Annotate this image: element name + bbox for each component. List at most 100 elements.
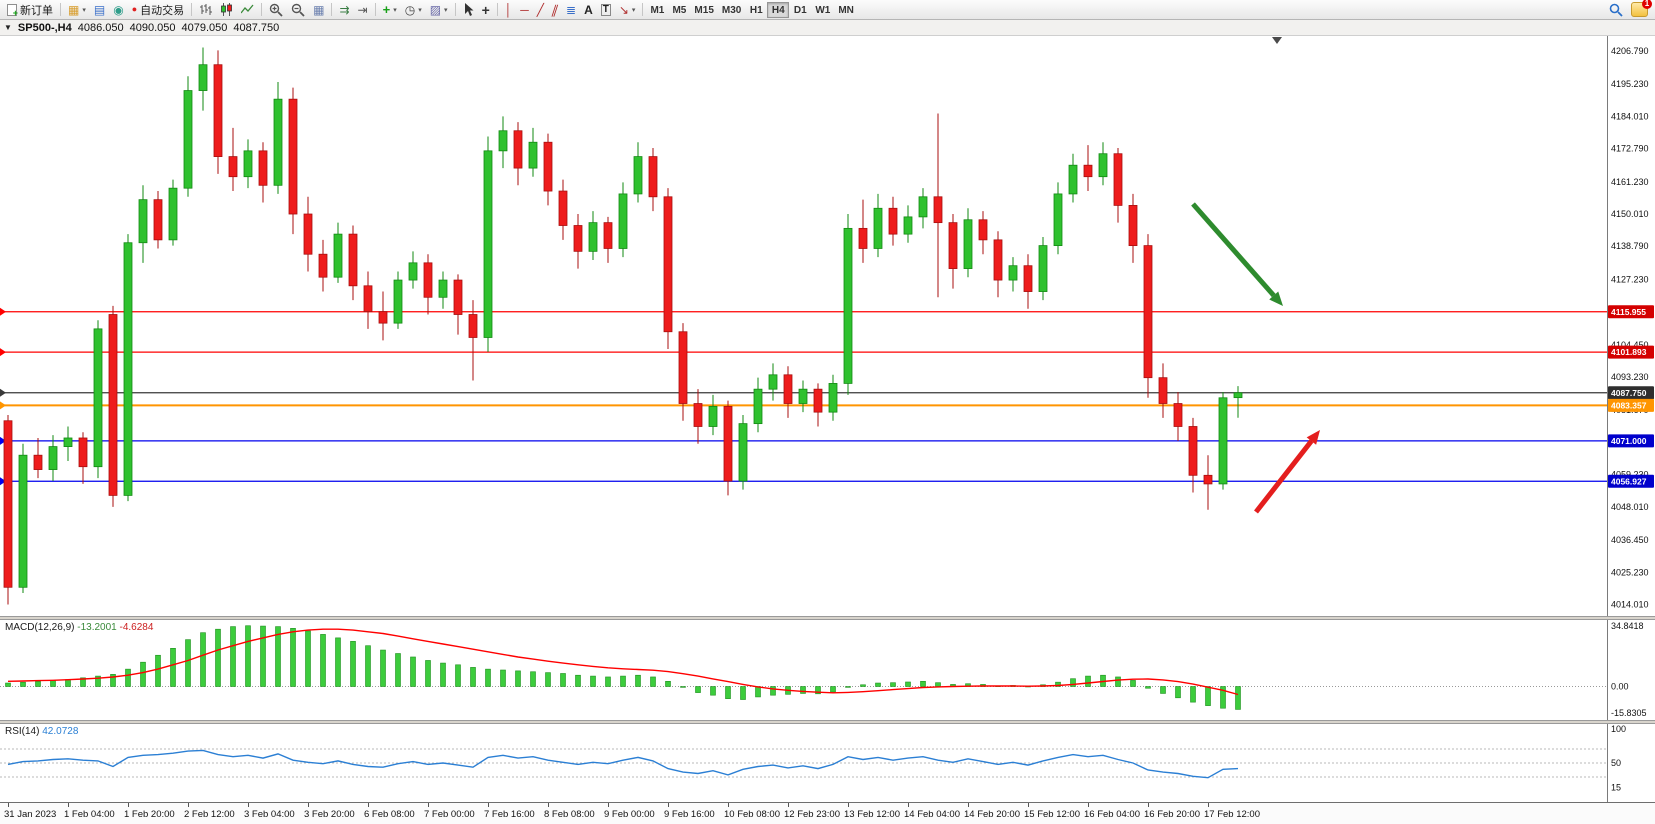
svg-text:4087.750: 4087.750 xyxy=(1611,388,1647,398)
time-label: 6 Feb 08:00 xyxy=(364,809,415,820)
high-value: 4090.050 xyxy=(129,21,176,34)
market-watch-button[interactable]: ▤ xyxy=(90,1,109,19)
crosshair-button[interactable]: + xyxy=(478,1,494,19)
svg-text:-15.8305: -15.8305 xyxy=(1611,708,1647,718)
market-watch-icon: ▤ xyxy=(93,2,106,17)
fibonacci-button[interactable]: ≣ xyxy=(562,1,580,19)
svg-text:4115.955: 4115.955 xyxy=(1611,307,1646,317)
candlestick-button[interactable] xyxy=(216,1,237,19)
green-down-arrow[interactable] xyxy=(1191,202,1283,306)
time-label: 14 Feb 20:00 xyxy=(964,809,1020,820)
candlestick-icon xyxy=(221,3,233,16)
time-label: 9 Feb 00:00 xyxy=(604,809,655,820)
timeframe-H1[interactable]: H1 xyxy=(749,4,763,16)
low-value: 4079.050 xyxy=(181,21,228,34)
time-label: 3 Feb 04:00 xyxy=(244,809,295,820)
price-badge-4071.000: 4071.000 xyxy=(1608,434,1654,448)
trendline-button[interactable]: ╱ xyxy=(533,1,548,19)
chevron-down-icon: ▾ xyxy=(393,6,397,14)
bar-chart-button[interactable] xyxy=(195,1,216,19)
search-button[interactable] xyxy=(1605,1,1627,19)
rsi-panel: 100 50 15 RSI(14) 42.0728 xyxy=(0,724,1655,802)
templates-button[interactable]: ▨ ▾ xyxy=(426,1,452,19)
tile-windows-button[interactable]: ▦ xyxy=(309,1,328,19)
zoom-in-button[interactable] xyxy=(265,1,287,19)
arrows-tool-icon: ↘ xyxy=(618,2,629,17)
notifications-button[interactable]: 1 xyxy=(1627,0,1652,19)
time-label: 3 Feb 20:00 xyxy=(304,809,355,820)
panel-splitter[interactable] xyxy=(0,616,1655,620)
svg-text:4150.010: 4150.010 xyxy=(1611,209,1649,219)
text-label-button[interactable]: T xyxy=(597,1,615,19)
timeframe-M5[interactable]: M5 xyxy=(672,4,687,16)
chart-shift-marker[interactable] xyxy=(1272,37,1282,44)
rsi-canvas[interactable]: 100 50 15 xyxy=(0,724,1655,802)
chart-shift-button[interactable]: ⇥ xyxy=(354,1,372,19)
indicators-button[interactable]: + ▾ xyxy=(379,1,401,19)
horizontal-line-button[interactable]: ─ xyxy=(516,1,533,19)
time-tick xyxy=(1148,803,1149,807)
svg-text:50: 50 xyxy=(1611,758,1621,768)
timeframe-MN[interactable]: MN xyxy=(838,4,854,16)
rsi-value: 42.0728 xyxy=(42,726,79,737)
timeframe-D1[interactable]: D1 xyxy=(793,4,807,16)
time-label: 16 Feb 20:00 xyxy=(1144,809,1200,820)
arrows-tool-button[interactable]: ↘ ▾ xyxy=(615,1,640,19)
navigator-icon: ◉ xyxy=(113,2,124,17)
time-tick xyxy=(788,803,789,807)
chart-title-strip: ▼ SP500-,H4 4086.050 4090.050 4079.050 4… xyxy=(0,20,1655,36)
rsi-axis[interactable]: 100 50 15 xyxy=(1611,724,1626,793)
price-badge-4115.955: 4115.955 xyxy=(1608,305,1654,319)
autotrading-status-icon: ● xyxy=(131,4,138,14)
timeframe-M1[interactable]: M1 xyxy=(650,4,665,16)
timeframe-H4[interactable]: H4 xyxy=(767,1,790,18)
macd-name: MACD(12,26,9) xyxy=(5,622,75,633)
svg-text:4161.230: 4161.230 xyxy=(1611,177,1649,187)
time-label: 13 Feb 12:00 xyxy=(844,809,900,820)
time-axis[interactable]: 31 Jan 2023 1 Feb 04:00 1 Feb 20:00 2 Feb 1… xyxy=(0,802,1655,824)
zoom-out-button[interactable] xyxy=(287,1,309,19)
panel-splitter[interactable] xyxy=(0,720,1655,724)
cursor-button[interactable] xyxy=(459,1,478,19)
rsi-line xyxy=(7,749,1239,779)
macd-canvas[interactable]: 34.8418 0.00 -15.8305 xyxy=(0,620,1655,720)
new-order-button[interactable]: 新订单 xyxy=(3,1,57,19)
vertical-line-button[interactable]: │ xyxy=(501,1,517,19)
new-chart-button[interactable]: ▦ ▾ xyxy=(64,1,90,19)
time-label: 15 Feb 12:00 xyxy=(1024,809,1080,820)
main-chart-canvas[interactable]: 4206.790 4195.230 4184.010 4172.790 4161.230… xyxy=(0,36,1655,616)
text-button[interactable]: A xyxy=(580,1,597,19)
hline-4071.000[interactable] xyxy=(0,436,1607,445)
timeframe-M15[interactable]: M15 xyxy=(694,4,714,16)
line-chart-button[interactable] xyxy=(237,1,258,19)
candles-series xyxy=(3,47,1243,605)
macd-signal-value: -4.6284 xyxy=(119,622,154,633)
hline-4101.893[interactable] xyxy=(0,348,1607,357)
periods-button[interactable]: ◷ ▾ xyxy=(401,1,426,19)
toolbar-separator xyxy=(454,3,456,16)
toolbar-separator xyxy=(331,3,333,16)
timeframe-M30[interactable]: M30 xyxy=(721,4,742,16)
chevron-down-icon: ▾ xyxy=(82,6,86,14)
svg-text:4093.230: 4093.230 xyxy=(1611,372,1649,382)
svg-text:4025.230: 4025.230 xyxy=(1611,567,1649,577)
time-tick xyxy=(368,803,369,807)
price-badge-4056.927: 4056.927 xyxy=(1608,474,1654,488)
autotrading-button[interactable]: ● 自动交易 xyxy=(128,1,188,19)
new-order-label: 新订单 xyxy=(20,4,53,17)
text-label-icon: T xyxy=(600,3,611,16)
red-up-arrow[interactable] xyxy=(1254,430,1320,514)
chart-shift-icon: ⇥ xyxy=(357,2,368,17)
price-axis[interactable]: 4206.790 4195.230 4184.010 4172.790 4161.230… xyxy=(1611,46,1649,610)
timeframe-W1[interactable]: W1 xyxy=(815,4,831,16)
navigator-button[interactable]: ◉ xyxy=(109,1,127,19)
hline-4056.927[interactable] xyxy=(0,477,1607,486)
auto-scroll-button[interactable]: ⇉ xyxy=(335,1,353,19)
timeframe-group: M1 M5 M15 M30 H1 H4 D1 W1 MN xyxy=(646,1,857,18)
channel-button[interactable]: ∥ xyxy=(548,1,562,19)
macd-axis[interactable]: 34.8418 0.00 -15.8305 xyxy=(1611,621,1647,718)
window-menu-icon[interactable]: ▼ xyxy=(4,23,12,32)
hline-4115.955[interactable] xyxy=(0,307,1607,316)
time-label: 7 Feb 16:00 xyxy=(484,809,535,820)
time-label: 9 Feb 16:00 xyxy=(664,809,715,820)
